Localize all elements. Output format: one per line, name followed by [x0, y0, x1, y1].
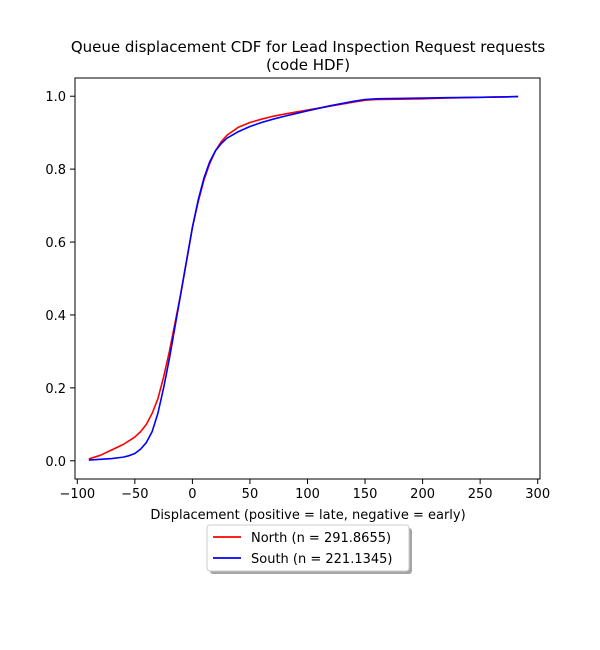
legend-label-south: South (n = 221.1345) — [251, 552, 392, 567]
x-axis-label: Displacement (positive = late, negative … — [150, 508, 465, 523]
x-tick-label: 300 — [525, 487, 550, 502]
x-tick-label: −50 — [121, 487, 148, 502]
x-tick-label: 150 — [353, 487, 378, 502]
x-tick-label: 100 — [295, 487, 320, 502]
plot-frame — [74, 77, 541, 480]
x-tick-label: −100 — [59, 487, 95, 502]
chart-title-line-2: (code HDF) — [266, 56, 350, 74]
legend: North (n = 291.8655) South (n = 221.1345… — [206, 524, 412, 574]
series-line-south — [88, 95, 519, 461]
y-tick-label: 0.6 — [45, 236, 66, 251]
x-tick-label: 50 — [242, 487, 259, 502]
legend-label-north: North (n = 291.8655) — [251, 531, 391, 546]
y-tick-label: 0.4 — [45, 309, 66, 324]
x-axis-ticks: −100 −50 0 50 100 150 200 250 300 — [59, 479, 550, 502]
series-layer — [88, 95, 519, 461]
legend-box — [206, 524, 410, 572]
x-tick-label: 250 — [468, 487, 493, 502]
x-tick-label: 0 — [188, 487, 196, 502]
y-axis-ticks: 0.0 0.2 0.4 0.6 0.8 1.0 — [45, 90, 75, 470]
y-tick-label: 0.0 — [45, 455, 66, 470]
y-tick-label: 0.8 — [45, 163, 66, 178]
y-tick-label: 0.2 — [45, 382, 66, 397]
x-tick-label: 200 — [410, 487, 435, 502]
series-line-north — [88, 95, 519, 460]
y-tick-label: 1.0 — [45, 90, 66, 105]
chart-title-line-1: Queue displacement CDF for Lead Inspecti… — [71, 38, 545, 56]
